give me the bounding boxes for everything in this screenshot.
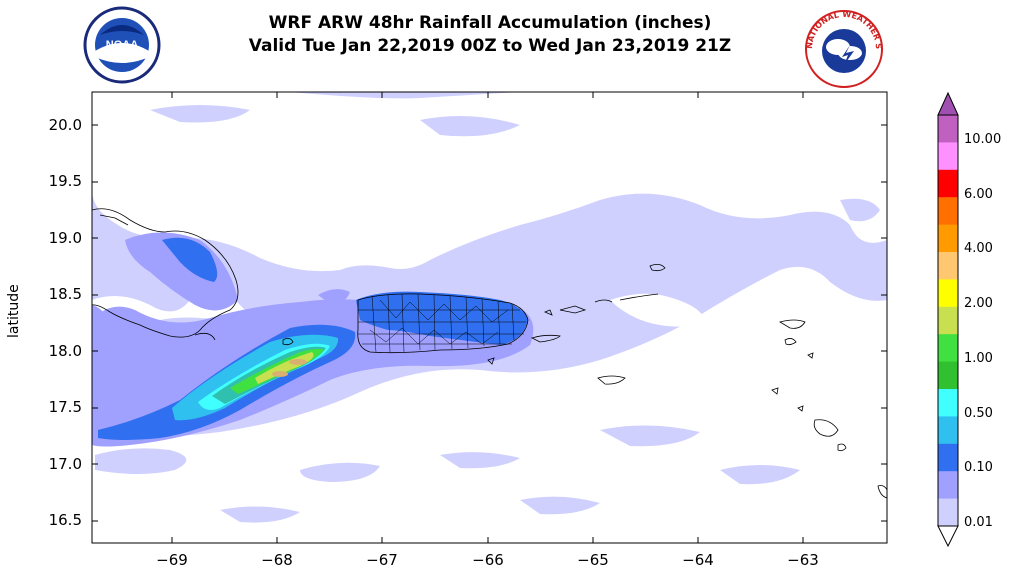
colorbar-label: 4.00 bbox=[964, 241, 993, 256]
colorbar-label: 10.00 bbox=[964, 132, 1002, 147]
colorbar-segments bbox=[938, 115, 958, 527]
light-rain-patches bbox=[95, 105, 880, 523]
x-tick-label: −68 bbox=[261, 551, 293, 569]
nws-logo: NATIONAL WEATHER SERVICE bbox=[795, 0, 890, 93]
noaa-logo: NOAA bbox=[82, 5, 162, 89]
precip-max-1 bbox=[272, 371, 288, 377]
colorbar-label: 0.01 bbox=[964, 515, 993, 530]
colorbar-label: 0.10 bbox=[964, 460, 993, 475]
colorbar-segment bbox=[938, 334, 958, 363]
colorbar-max-arrow bbox=[937, 91, 959, 116]
y-tick-label: 19.5 bbox=[48, 172, 82, 190]
colorbar-segment bbox=[938, 443, 958, 472]
colorbar-segment bbox=[938, 197, 958, 226]
y-tick-label: 17.5 bbox=[48, 398, 82, 416]
x-tick-label: −65 bbox=[577, 551, 609, 569]
precip-puerto-rico-heavy bbox=[356, 291, 528, 345]
axis-ticks bbox=[92, 92, 887, 543]
colorbar-segment bbox=[938, 389, 958, 417]
y-tick-label: 17.0 bbox=[48, 455, 82, 473]
plot-frame bbox=[91, 91, 888, 544]
x-tick-label: −67 bbox=[366, 551, 398, 569]
colorbar-min-arrow bbox=[937, 525, 959, 548]
chart-title: WRF ARW 48hr Rainfall Accumulation (inch… bbox=[180, 12, 800, 58]
y-tick-label: 16.5 bbox=[48, 511, 82, 529]
precip-max-2 bbox=[289, 359, 307, 365]
no-rain-areas bbox=[92, 92, 887, 543]
colorbar-segment bbox=[938, 115, 958, 143]
y-tick-label: 19.0 bbox=[48, 229, 82, 247]
colorbar-segment bbox=[938, 224, 958, 253]
colorbar-label: 2.00 bbox=[964, 296, 993, 311]
title-line-2: Valid Tue Jan 22,2019 00Z to Wed Jan 23,… bbox=[248, 36, 732, 56]
colorbar-segment bbox=[938, 252, 958, 280]
colorbar-segment bbox=[938, 416, 958, 445]
municipality-lines bbox=[358, 293, 526, 353]
x-tick-label: −66 bbox=[472, 551, 504, 569]
y-tick-label: 20.0 bbox=[48, 116, 82, 134]
colorbar-segment bbox=[938, 279, 958, 308]
colorbar-label: 1.00 bbox=[964, 351, 993, 366]
y-tick-label: 18.0 bbox=[48, 342, 82, 360]
colorbar-label: 0.50 bbox=[964, 406, 993, 421]
precip-hispaniola-heavy bbox=[162, 237, 218, 282]
precip-patch-moderate bbox=[318, 289, 350, 305]
noaa-logo-text: NOAA bbox=[106, 39, 138, 51]
colorbar-segment bbox=[938, 142, 958, 171]
colorbar-label: 6.00 bbox=[964, 187, 993, 202]
y-tick-label: 18.5 bbox=[48, 285, 82, 303]
x-tick-label: −64 bbox=[682, 551, 714, 569]
x-tick-label: −69 bbox=[156, 551, 188, 569]
colorbar-segment bbox=[938, 361, 958, 390]
title-line-1: WRF ARW 48hr Rainfall Accumulation (inch… bbox=[268, 13, 712, 33]
colorbar-segment bbox=[938, 306, 958, 335]
x-tick-label: −63 bbox=[787, 551, 819, 569]
coastlines bbox=[92, 208, 887, 499]
colorbar-frame bbox=[937, 114, 959, 527]
colorbar-segment bbox=[938, 471, 958, 500]
colorbar-segment bbox=[938, 498, 958, 527]
precip-west-edge bbox=[92, 305, 112, 370]
colorbar-segment bbox=[938, 169, 958, 198]
